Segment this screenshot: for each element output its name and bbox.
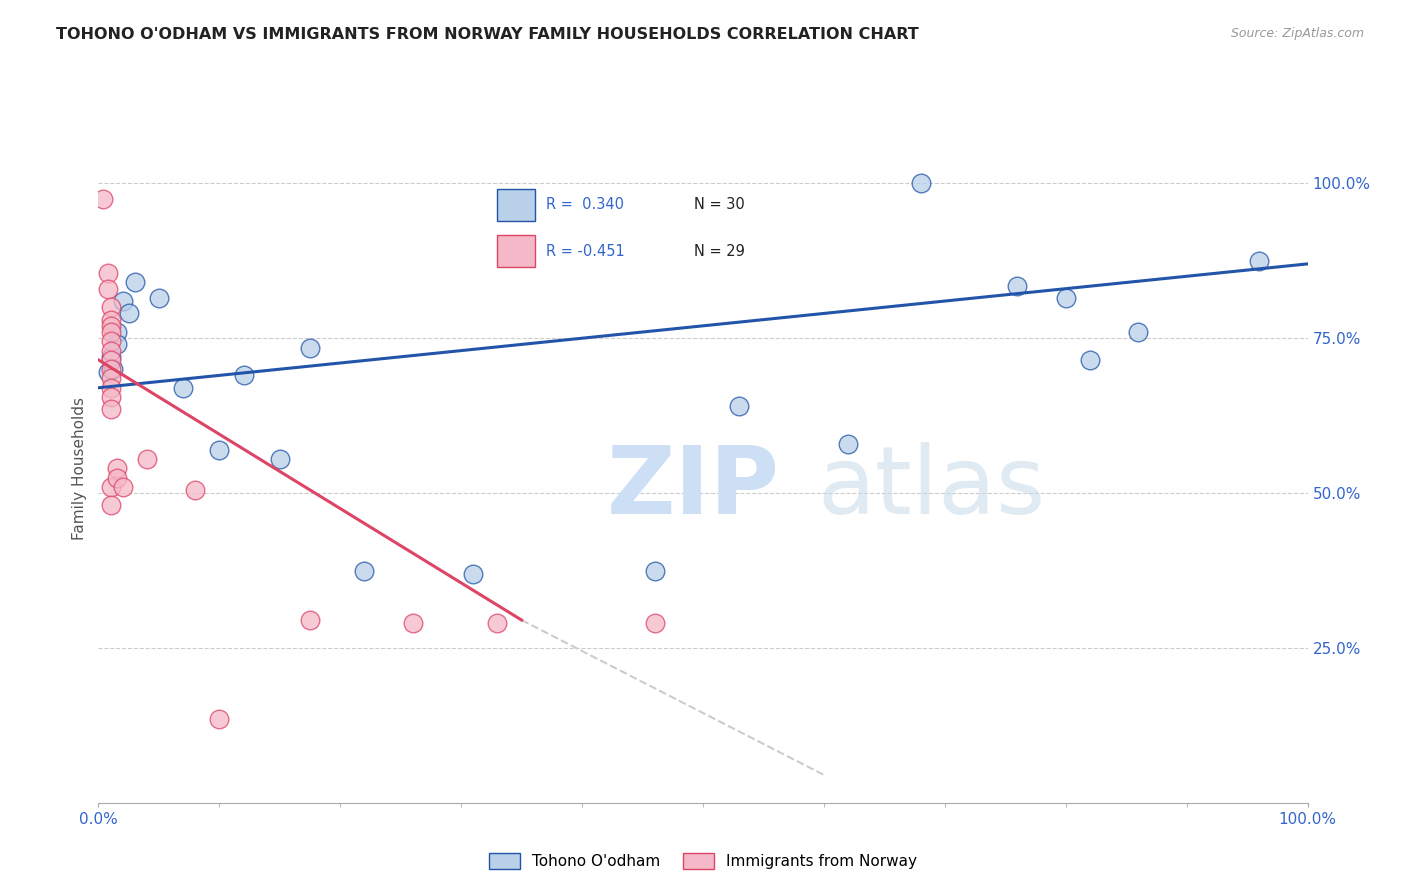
Y-axis label: Family Households: Family Households	[72, 397, 87, 540]
FancyBboxPatch shape	[496, 189, 534, 221]
Point	[402, 616, 425, 631]
Point	[1054, 291, 1077, 305]
Text: N = 29: N = 29	[695, 244, 745, 259]
Point	[100, 350, 122, 364]
Point	[100, 390, 122, 404]
Text: TOHONO O'ODHAM VS IMMIGRANTS FROM NORWAY FAMILY HOUSEHOLDS CORRELATION CHART: TOHONO O'ODHAM VS IMMIGRANTS FROM NORWAY…	[56, 27, 920, 42]
Point	[100, 362, 122, 376]
Point	[91, 192, 114, 206]
Point	[100, 312, 122, 326]
Point	[1249, 253, 1271, 268]
Point	[101, 362, 124, 376]
Point	[105, 325, 128, 339]
Text: atlas: atlas	[818, 442, 1046, 534]
Point	[97, 266, 120, 280]
Point	[148, 291, 170, 305]
Point	[172, 381, 194, 395]
Point	[135, 452, 157, 467]
Point	[100, 480, 122, 494]
Point	[486, 616, 509, 631]
Text: R = -0.451: R = -0.451	[547, 244, 626, 259]
Point	[644, 564, 666, 578]
Point	[910, 177, 932, 191]
FancyBboxPatch shape	[496, 235, 534, 267]
Point	[837, 436, 859, 450]
Point	[100, 381, 122, 395]
Point	[105, 337, 128, 351]
Point	[100, 402, 122, 417]
Point	[463, 566, 485, 581]
Point	[299, 341, 322, 355]
Text: ZIP: ZIP	[606, 442, 779, 534]
Point	[1007, 278, 1029, 293]
Point	[100, 318, 122, 333]
Point	[100, 371, 122, 385]
Point	[111, 294, 134, 309]
Point	[111, 480, 134, 494]
Text: R =  0.340: R = 0.340	[547, 197, 624, 212]
Point	[100, 343, 122, 358]
Point	[232, 368, 254, 383]
Text: Source: ZipAtlas.com: Source: ZipAtlas.com	[1230, 27, 1364, 40]
Point	[100, 499, 122, 513]
Point	[208, 712, 231, 726]
Legend: Tohono O'odham, Immigrants from Norway: Tohono O'odham, Immigrants from Norway	[484, 847, 922, 875]
Point	[353, 564, 375, 578]
Point	[105, 461, 128, 475]
Point	[100, 334, 122, 349]
Point	[100, 300, 122, 314]
Point	[644, 616, 666, 631]
Point	[97, 365, 120, 379]
Point	[97, 282, 120, 296]
Point	[299, 613, 322, 627]
Point	[105, 470, 128, 484]
Point	[100, 325, 122, 339]
Point	[124, 276, 146, 290]
Point	[269, 452, 291, 467]
Point	[208, 442, 231, 457]
Point	[118, 306, 141, 320]
Point	[1078, 352, 1101, 367]
Point	[1128, 325, 1150, 339]
Text: N = 30: N = 30	[695, 197, 745, 212]
Point	[184, 483, 207, 497]
Point	[100, 352, 122, 367]
Point	[728, 400, 751, 414]
